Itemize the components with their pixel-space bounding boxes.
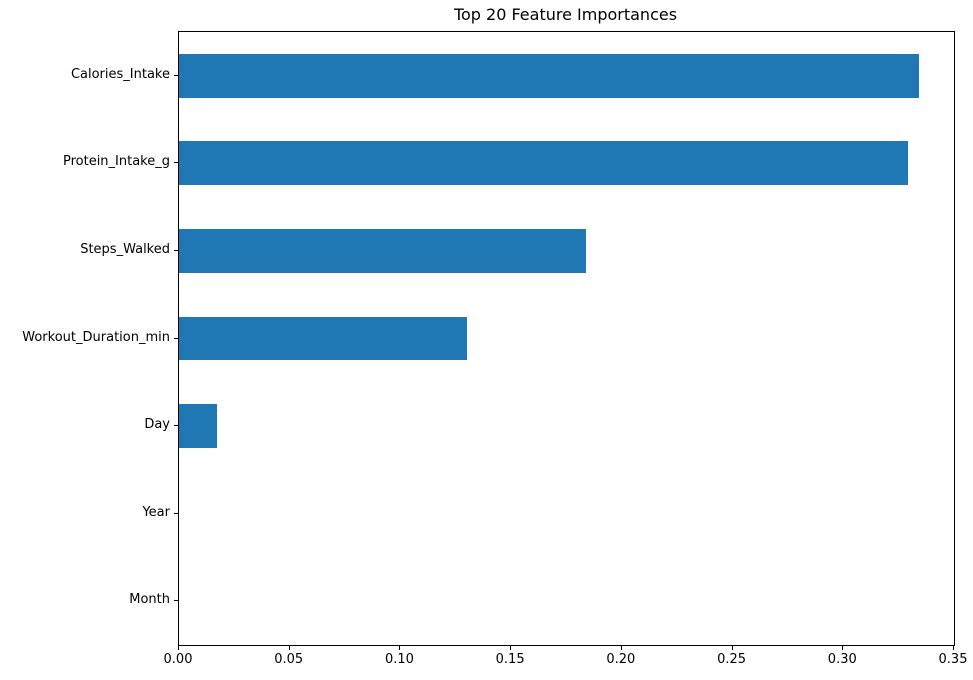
y-tick-mark	[174, 162, 178, 164]
y-tick-label-steps_walked: Steps_Walked	[80, 241, 170, 257]
x-tick-mark	[953, 646, 954, 650]
x-tick-label-0.35: 0.35	[938, 652, 968, 667]
bar-day	[179, 404, 217, 448]
x-tick-label-0.30: 0.30	[827, 652, 857, 667]
bar-workout_duration_min	[179, 316, 467, 361]
y-tick-mark	[174, 249, 178, 251]
y-tick-label-day: Day	[144, 417, 170, 433]
x-tick-label-0.15: 0.15	[495, 652, 525, 667]
bar-protein_intake_g	[179, 141, 908, 186]
x-tick-label-0.20: 0.20	[606, 652, 636, 667]
x-tick-mark	[842, 646, 844, 650]
x-tick-label-0.10: 0.10	[384, 652, 414, 667]
y-tick-mark	[174, 74, 178, 76]
y-tick-label-calories_intake: Calories_Intake	[70, 66, 170, 82]
y-tick-label-month: Month	[129, 592, 170, 608]
x-tick-mark	[620, 646, 622, 650]
y-tick-label-year: Year	[142, 504, 170, 520]
x-tick-mark	[178, 646, 179, 650]
x-tick-mark	[731, 646, 733, 650]
x-tick-mark	[288, 646, 290, 650]
chart-title: Top 20 Feature Importances	[453, 5, 678, 24]
y-tick-mark	[174, 512, 178, 514]
y-tick-mark	[174, 425, 178, 427]
x-tick-mark	[399, 646, 401, 650]
bar-steps_walked	[179, 229, 587, 273]
bar-calories_intake	[179, 53, 919, 98]
x-tick-label-0.05: 0.05	[274, 652, 304, 667]
y-tick-label-protein_intake_g: Protein_Intake_g	[62, 154, 170, 170]
x-tick-label-0.00: 0.00	[163, 652, 193, 667]
plot-area	[178, 31, 955, 646]
x-tick-label-0.25: 0.25	[717, 652, 747, 667]
y-tick-mark	[174, 600, 178, 602]
y-tick-mark	[174, 337, 178, 339]
y-tick-label-workout_duration_min: Workout_Duration_min	[22, 329, 170, 345]
x-tick-mark	[510, 646, 512, 650]
